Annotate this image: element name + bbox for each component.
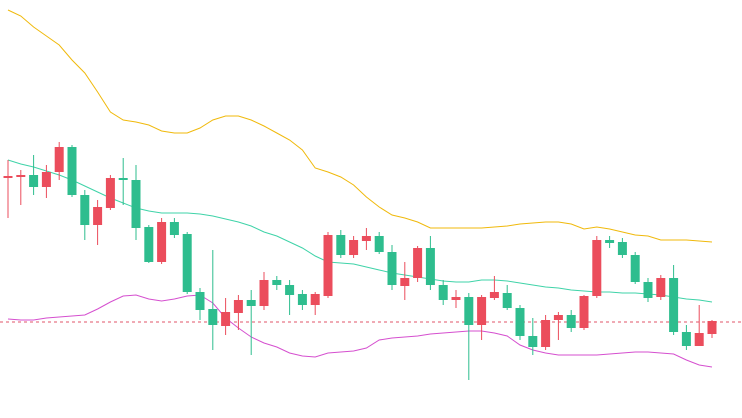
candle-body	[29, 175, 39, 187]
candle-body	[195, 292, 205, 310]
candle-body	[182, 234, 192, 292]
candle-body	[285, 285, 295, 295]
candle-body	[54, 147, 64, 172]
candle-body	[144, 227, 154, 262]
candle-body	[515, 308, 525, 336]
candle-body	[157, 222, 167, 262]
candle-body	[566, 315, 576, 328]
candle-body	[579, 296, 589, 328]
candle-body	[707, 321, 717, 334]
candle-body	[3, 176, 13, 178]
candle-body	[118, 178, 128, 180]
candle-body	[400, 278, 410, 286]
candle-body	[528, 336, 538, 347]
candle-body	[67, 147, 77, 195]
candle-body	[272, 280, 282, 285]
candle-body	[169, 222, 179, 235]
candle-body	[489, 292, 499, 298]
candle-body	[451, 297, 461, 300]
candle-body	[617, 242, 627, 255]
candle-body	[656, 278, 666, 297]
candle-body	[80, 195, 90, 225]
candle-body	[592, 240, 602, 296]
candle-body	[681, 332, 691, 346]
candle-body	[413, 248, 423, 278]
candle-body	[374, 236, 384, 252]
candle-body	[323, 235, 333, 296]
candle-body	[464, 297, 474, 325]
candle-body	[630, 255, 640, 282]
candle-body	[259, 280, 269, 306]
candle-body	[336, 235, 346, 255]
candle-body	[605, 240, 615, 243]
candle-body	[221, 312, 231, 326]
candle-body	[349, 240, 359, 255]
candle-body	[669, 278, 679, 332]
candle-body	[297, 294, 307, 305]
candle-body	[694, 333, 704, 346]
candle-body	[553, 315, 563, 320]
candle-body	[246, 300, 256, 306]
candle-body	[41, 172, 51, 187]
candle-body	[643, 282, 653, 298]
candle-body	[541, 320, 551, 347]
band-line	[7, 9, 713, 243]
candle-body	[105, 178, 115, 208]
candle-body	[361, 236, 371, 241]
band-line	[7, 294, 713, 368]
candle-body	[502, 293, 512, 308]
candle-body	[438, 285, 448, 300]
candle-body	[477, 297, 487, 325]
candle-body	[425, 248, 435, 285]
candle-body	[93, 207, 103, 225]
candle-body	[131, 180, 141, 228]
candle-body	[387, 252, 397, 285]
candle-body	[233, 300, 243, 313]
candle-body	[310, 294, 320, 305]
candle-body	[16, 175, 26, 177]
candle-body	[208, 309, 218, 325]
